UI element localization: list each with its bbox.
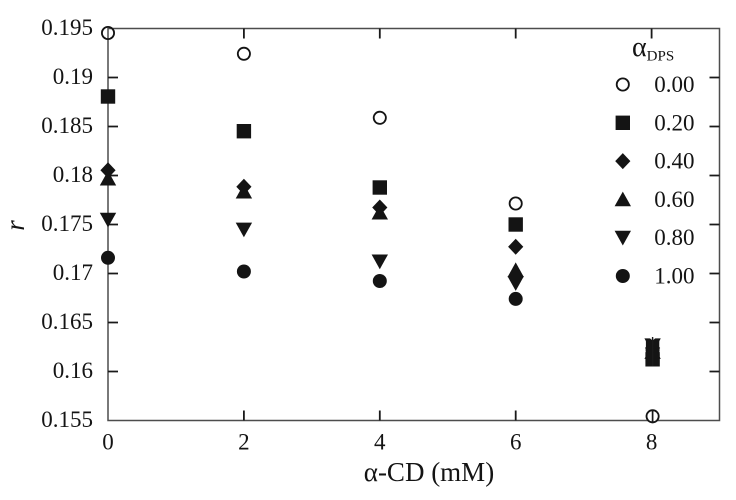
svg-text:0.20: 0.20 bbox=[654, 110, 694, 135]
svg-text:6: 6 bbox=[510, 430, 522, 455]
svg-text:0.155: 0.155 bbox=[41, 407, 93, 432]
svg-text:0.00: 0.00 bbox=[654, 72, 694, 97]
svg-text:0.16: 0.16 bbox=[53, 358, 93, 383]
svg-text:0.19: 0.19 bbox=[53, 64, 93, 89]
svg-text:0.18: 0.18 bbox=[53, 162, 93, 187]
svg-text:4: 4 bbox=[374, 430, 386, 455]
svg-text:0.165: 0.165 bbox=[41, 309, 93, 334]
svg-text:0.40: 0.40 bbox=[654, 149, 694, 174]
svg-text:0.60: 0.60 bbox=[654, 187, 694, 212]
svg-text:r: r bbox=[0, 220, 30, 231]
svg-text:0.185: 0.185 bbox=[41, 113, 93, 138]
svg-text:α-CD (mM): α-CD (mM) bbox=[364, 457, 494, 487]
svg-text:1.00: 1.00 bbox=[654, 264, 694, 289]
svg-text:2: 2 bbox=[238, 430, 250, 455]
svg-text:0.195: 0.195 bbox=[41, 15, 93, 40]
svg-text:0.17: 0.17 bbox=[53, 260, 93, 285]
svg-text:0.175: 0.175 bbox=[41, 211, 93, 236]
svg-text:8: 8 bbox=[646, 430, 658, 455]
svg-text:0: 0 bbox=[102, 430, 114, 455]
svg-text:0.80: 0.80 bbox=[654, 225, 694, 250]
